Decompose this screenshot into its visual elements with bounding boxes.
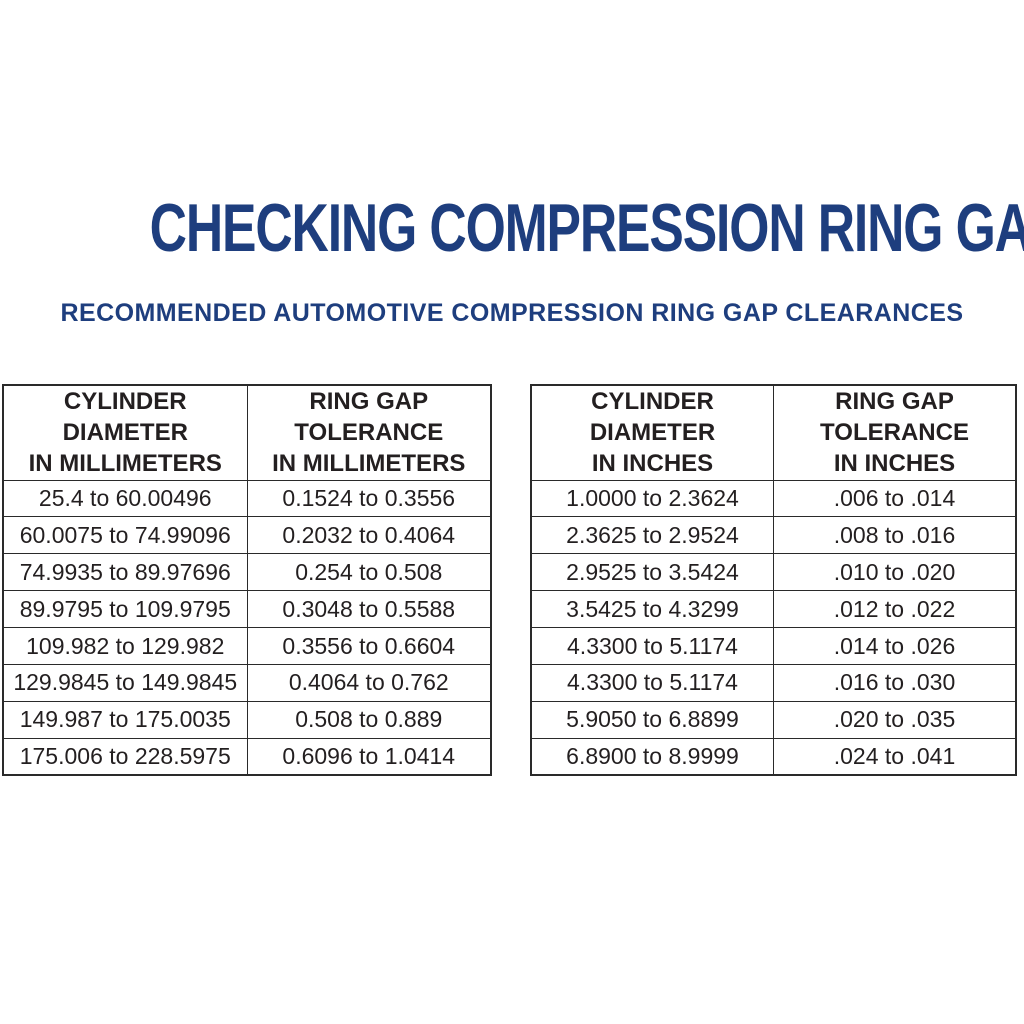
table-row: 25.4 to 60.00496 0.1524 to 0.3556 — [2, 479, 492, 518]
cell-tolerance: .012 to .022 — [773, 590, 1017, 629]
cell-tolerance: 0.4064 to 0.762 — [246, 663, 492, 702]
cell-diameter: 5.9050 to 6.8899 — [530, 700, 774, 739]
inches-table-body: 1.0000 to 2.3624 .006 to .014 2.3625 to … — [530, 479, 1017, 776]
millimeters-table: CYLINDER DIAMETER IN MILLIMETERS RING GA… — [2, 384, 492, 777]
table-row: 109.982 to 129.982 0.3556 to 0.6604 — [2, 627, 492, 665]
cell-diameter: 1.0000 to 2.3624 — [530, 479, 774, 518]
cell-diameter: 129.9845 to 149.9845 — [2, 663, 248, 702]
cell-tolerance: 0.3048 to 0.5588 — [246, 590, 492, 629]
cell-tolerance: 0.1524 to 0.3556 — [246, 479, 492, 518]
cell-tolerance: .006 to .014 — [773, 479, 1017, 518]
table-row: 3.5425 to 4.3299 .012 to .022 — [530, 590, 1017, 629]
cell-diameter: 6.8900 to 8.9999 — [530, 737, 774, 776]
cell-tolerance: .024 to .041 — [773, 737, 1017, 776]
header-ring-gap-tolerance-mm: RING GAP TOLERANCE IN MILLIMETERS — [246, 384, 492, 481]
millimeters-table-header: CYLINDER DIAMETER IN MILLIMETERS RING GA… — [2, 384, 492, 481]
inches-table: CYLINDER DIAMETER IN INCHES RING GAP TOL… — [530, 384, 1017, 777]
header-cylinder-diameter-mm: CYLINDER DIAMETER IN MILLIMETERS — [2, 384, 248, 481]
cell-tolerance: .014 to .026 — [773, 627, 1017, 665]
cell-diameter: 60.0075 to 74.99096 — [2, 516, 248, 555]
page-title-text: CHECKING COMPRESSION RING GAPS — [149, 190, 1024, 266]
page-title: CHECKING COMPRESSION RING GAPS — [0, 194, 1024, 262]
cell-tolerance: .008 to .016 — [773, 516, 1017, 555]
table-row: 2.3625 to 2.9524 .008 to .016 — [530, 516, 1017, 555]
table-row: 6.8900 to 8.9999 .024 to .041 — [530, 737, 1017, 776]
cell-diameter: 2.9525 to 3.5424 — [530, 553, 774, 592]
inches-table-header: CYLINDER DIAMETER IN INCHES RING GAP TOL… — [530, 384, 1017, 481]
header-ring-gap-tolerance-inches: RING GAP TOLERANCE IN INCHES — [773, 384, 1017, 481]
tables-container: CYLINDER DIAMETER IN MILLIMETERS RING GA… — [2, 384, 1017, 777]
table-row: 4.3300 to 5.1174 .014 to .026 — [530, 627, 1017, 665]
table-row: 175.006 to 228.5975 0.6096 to 1.0414 — [2, 737, 492, 776]
table-row: 5.9050 to 6.8899 .020 to .035 — [530, 700, 1017, 739]
cell-diameter: 25.4 to 60.00496 — [2, 479, 248, 518]
millimeters-table-body: 25.4 to 60.00496 0.1524 to 0.3556 60.007… — [2, 479, 492, 776]
cell-tolerance: .016 to .030 — [773, 663, 1017, 702]
cell-diameter: 74.9935 to 89.97696 — [2, 553, 248, 592]
header-row: CYLINDER DIAMETER IN INCHES RING GAP TOL… — [530, 384, 1017, 481]
table-row: 4.3300 to 5.1174 .016 to .030 — [530, 663, 1017, 702]
cell-tolerance: .010 to .020 — [773, 553, 1017, 592]
cell-diameter: 3.5425 to 4.3299 — [530, 590, 774, 629]
table-row: 60.0075 to 74.99096 0.2032 to 0.4064 — [2, 516, 492, 555]
page-subtitle: RECOMMENDED AUTOMOTIVE COMPRESSION RING … — [60, 299, 964, 327]
cell-tolerance: 0.254 to 0.508 — [246, 553, 492, 592]
cell-diameter: 109.982 to 129.982 — [2, 627, 248, 665]
cell-diameter: 2.3625 to 2.9524 — [530, 516, 774, 555]
cell-diameter: 4.3300 to 5.1174 — [530, 663, 774, 702]
cell-tolerance: 0.6096 to 1.0414 — [246, 737, 492, 776]
table-row: 89.9795 to 109.9795 0.3048 to 0.5588 — [2, 590, 492, 629]
cell-diameter: 149.987 to 175.0035 — [2, 700, 248, 739]
cell-tolerance: 0.2032 to 0.4064 — [246, 516, 492, 555]
table-row: 149.987 to 175.0035 0.508 to 0.889 — [2, 700, 492, 739]
header-cylinder-diameter-inches: CYLINDER DIAMETER IN INCHES — [530, 384, 774, 481]
cell-diameter: 89.9795 to 109.9795 — [2, 590, 248, 629]
table-row: 74.9935 to 89.97696 0.254 to 0.508 — [2, 553, 492, 592]
cell-diameter: 175.006 to 228.5975 — [2, 737, 248, 776]
table-row: 129.9845 to 149.9845 0.4064 to 0.762 — [2, 663, 492, 702]
cell-tolerance: 0.3556 to 0.6604 — [246, 627, 492, 665]
cell-tolerance: 0.508 to 0.889 — [246, 700, 492, 739]
table-row: 1.0000 to 2.3624 .006 to .014 — [530, 479, 1017, 518]
table-row: 2.9525 to 3.5424 .010 to .020 — [530, 553, 1017, 592]
cell-tolerance: .020 to .035 — [773, 700, 1017, 739]
cell-diameter: 4.3300 to 5.1174 — [530, 627, 774, 665]
header-row: CYLINDER DIAMETER IN MILLIMETERS RING GA… — [2, 384, 492, 481]
